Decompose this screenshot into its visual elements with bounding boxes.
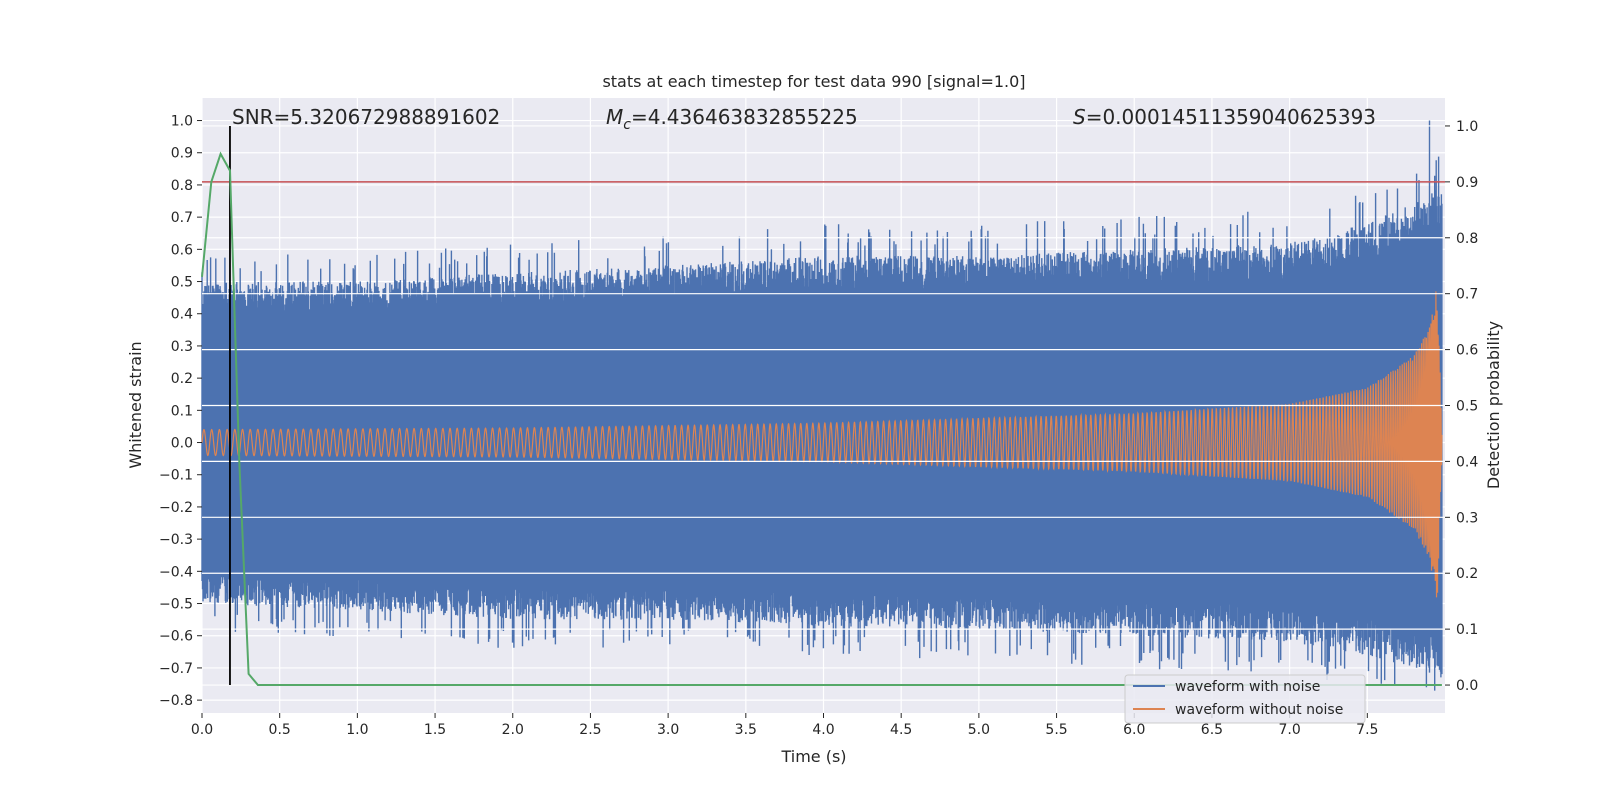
left-tick-label: −0.5 [159,597,193,613]
x-tick-label: 1.5 [424,722,446,738]
legend-label-noise: waveform with noise [1175,679,1320,695]
x-tick-label: 1.0 [346,722,368,738]
right-tick-label: 0.8 [1456,231,1478,247]
x-tick-label: 3.0 [657,722,679,738]
s-annotation: S=0.0001451135904062539​3 [1073,105,1376,129]
x-tick-label: 2.5 [579,722,601,738]
left-tick-label: 0.2 [171,371,193,387]
x-tick-label: 5.5 [1045,722,1067,738]
left-tick-label: 0.0 [171,436,193,452]
x-tick-label: 4.0 [812,722,834,738]
chirp-mass-value: =4.436463832855225 [631,105,858,129]
x-tick-label: 7.0 [1278,722,1300,738]
left-tick-label: 0.1 [171,403,193,419]
legend-label-clean: waveform without noise [1175,702,1343,718]
left-tick-label: 1.0 [171,114,193,130]
left-tick-label: −0.8 [159,693,193,709]
x-tick-label: 6.5 [1201,722,1223,738]
right-tick-label: 0.0 [1456,678,1478,694]
left-y-axis-label: Whitened strain [126,341,145,468]
left-tick-label: −0.2 [159,500,193,516]
legend-box [1124,674,1366,724]
right-y-axis-ticks: 1.0 0.9 0.8 0.7 0.6 0.5 0.4 0.3 0.2 0.1 0.0 [1445,119,1478,694]
right-tick-label: 0.9 [1456,175,1478,191]
x-tick-label: 3.5 [735,722,757,738]
x-tick-label: 5.0 [968,722,990,738]
right-tick-label: 0.7 [1456,287,1478,303]
s-value: =0.0001451135904062539​3 [1086,105,1376,129]
left-tick-label: 0.7 [171,210,193,226]
left-tick-label: 0.3 [171,339,193,355]
chart-title: stats at each timestep for test data 990… [602,72,1025,91]
right-tick-label: 0.4 [1456,454,1478,470]
detection-probability-line [201,151,1442,686]
x-axis-label: Time (s) [780,747,846,766]
chirp-mass-annotation: Mc=4.436463832855225 [606,105,858,133]
right-tick-label: 0.1 [1456,622,1478,638]
right-y-axis-label: Detection probability [1484,321,1503,489]
left-tick-label: 0.9 [171,146,193,162]
left-y-axis-ticks: 1.0 0.9 0.8 0.7 0.6 0.5 0.4 0.3 0.2 0.1 0.0 −0.1 −0.… [159,114,202,709]
right-tick-label: 0.3 [1456,510,1478,526]
left-tick-label: −0.6 [159,629,193,645]
x-tick-label: 0.5 [269,722,291,738]
snr-annotation: SNR=5.320672988891602 [232,105,500,129]
right-tick-label: 0.6 [1456,343,1478,359]
legend: waveform with noise waveform without noi… [1124,674,1366,724]
right-tick-label: 0.5 [1456,399,1478,415]
left-tick-label: 0.8 [171,178,193,194]
left-tick-label: −0.1 [159,468,193,484]
s-symbol: S [1073,105,1086,129]
left-tick-label: −0.4 [159,564,193,580]
x-tick-label: 2.0 [502,722,524,738]
left-tick-label: −0.7 [159,661,193,677]
x-axis-ticks: 0.0 0.5 1.0 1.5 2.0 2.5 3.0 3.5 4.0 4.5 5.0 5.5 6.0 6… [191,713,1378,738]
x-tick-label: 4.5 [890,722,912,738]
right-tick-label: 1.0 [1456,119,1478,135]
series-detection-probability [201,125,1445,686]
x-tick-label: 6.0 [1123,722,1145,738]
left-tick-label: 0.4 [171,307,193,323]
left-tick-label: −0.3 [159,532,193,548]
x-tick-label: 0.0 [191,722,213,738]
chirp-mass-symbol: M [606,105,623,129]
left-tick-label: 0.5 [171,275,193,291]
right-tick-label: 0.2 [1456,566,1478,582]
left-tick-label: 0.6 [171,242,193,258]
x-tick-label: 7.5 [1356,722,1378,738]
chirp-mass-subscript: c [623,117,631,133]
